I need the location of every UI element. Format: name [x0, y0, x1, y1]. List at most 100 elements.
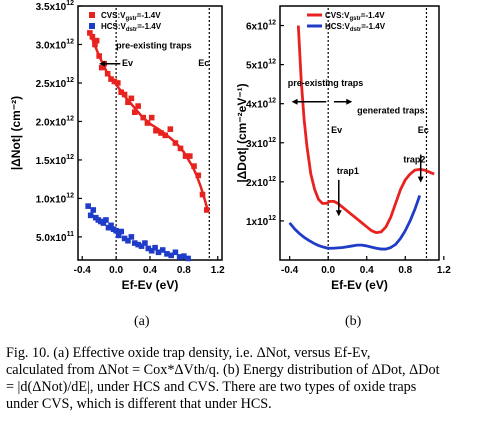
annotation: Ec [418, 125, 429, 135]
caption-line-4: under CVS, which is different that under… [6, 396, 272, 412]
data-point [135, 103, 141, 109]
data-point [125, 237, 131, 244]
x-tick-label: 0.4 [360, 265, 374, 276]
legend-label: CVS:Vgstr=-1.4V [101, 11, 161, 22]
x-tick-label: 0.0 [109, 265, 123, 276]
annotation: Ec [198, 58, 209, 68]
x-tick-label: 0.4 [143, 265, 157, 276]
data-point [155, 249, 162, 256]
arrow-left-head [291, 98, 298, 105]
y-tick-label: 4x1012 [246, 98, 276, 111]
caption-line-1: Fig. 10. (a) Effective oxide trap densit… [6, 345, 371, 361]
x-tick-label: 0.8 [398, 265, 412, 276]
x-axis-label: Ef-Ev (eV) [331, 278, 388, 292]
legend-marker [89, 23, 95, 29]
x-tick-label: 1.2 [211, 265, 225, 276]
data-point [191, 163, 197, 169]
data-point [128, 234, 135, 240]
y-tick-label: 2.0x1012 [36, 115, 74, 128]
data-point [103, 217, 109, 223]
annotation: trap1 [337, 166, 359, 176]
y-axis-label: |ΔNot| (cm⁻²) [9, 96, 23, 170]
data-point [131, 240, 138, 246]
data-point [121, 235, 128, 242]
figure-caption: Fig. 10. (a) Effective oxide trap densit… [6, 345, 498, 413]
data-point [100, 220, 107, 226]
data-point [90, 207, 97, 213]
y-tick-label: 5x1012 [246, 59, 276, 72]
annotation: pre-existing traps [288, 78, 364, 88]
data-point [145, 245, 152, 252]
legend-marker [89, 12, 95, 18]
data-point [131, 109, 138, 116]
data-point [108, 222, 114, 229]
data-point [153, 127, 159, 134]
data-point [158, 130, 164, 136]
data-point [168, 252, 174, 259]
legend-label: HCS:Vdstr=-1.4V [101, 22, 162, 33]
data-point [128, 95, 135, 102]
y-tick-label: 1.5x1012 [36, 154, 74, 167]
annotation: pre-existing traps [116, 40, 192, 50]
x-tick-label: 1.2 [437, 265, 451, 276]
data-point [185, 255, 191, 262]
x-axis-label: Ef-Ev (eV) [122, 278, 179, 292]
y-axis-label: |ΔDot| (cm⁻²eV⁻¹) [235, 83, 249, 182]
panel-label-a: (a) [134, 314, 150, 329]
data-point [148, 247, 155, 254]
chart-b: -0.4 0.0 0.4 0.8 1.2 1x1012 2x1012 3x1012 4x1012… [235, 5, 451, 292]
data-point [164, 251, 170, 257]
data-point [115, 80, 121, 86]
figure: -0.4 0.0 0.4 0.8 1.2 5.0x1011 1.0x1012 1.5x1012… [9, 0, 451, 292]
trap2-arrow-head [417, 176, 424, 183]
y-tick-label: 2.5x1012 [36, 77, 74, 90]
y-tick-label: 2x1012 [246, 176, 276, 189]
series-line [288, 195, 422, 251]
arrow-left-head [99, 60, 106, 67]
y-tick-label: 1.0x1012 [36, 192, 74, 205]
caption-line-3: = |d(ΔNot)/dE|, under HCS and CVS. There… [6, 379, 417, 395]
x-tick-label: -0.4 [281, 265, 299, 276]
y-tick-label: 6x1012 [246, 20, 276, 33]
data-point [172, 249, 179, 256]
data-point [85, 203, 91, 209]
legend-label: CVS:Vgstr=-1.4V [325, 11, 385, 22]
chart-a: -0.4 0.0 0.4 0.8 1.2 5.0x1011 1.0x1012 1.5x1012… [9, 0, 225, 292]
y-tick-label: 5.0x1011 [36, 231, 74, 244]
data-point [176, 254, 183, 260]
x-tick-label: 0.8 [177, 265, 191, 276]
y-tick-label: 1x1012 [246, 215, 276, 228]
data-point [152, 244, 158, 251]
annotation: trap2 [403, 154, 425, 164]
annotation: Ev [331, 125, 342, 135]
fit-line [88, 32, 209, 211]
arrow-right-head [346, 98, 353, 105]
data-point [113, 227, 119, 234]
panel-label-b: (b) [345, 314, 362, 329]
y-tick-label: 3.0x1012 [36, 38, 74, 51]
data-point [135, 241, 141, 248]
series-line [296, 25, 435, 235]
data-point [159, 247, 166, 253]
data-point [93, 37, 100, 44]
trap1-arrow-head [335, 210, 342, 217]
y-tick-label: 3.5x1012 [36, 0, 74, 13]
data-point [167, 126, 174, 132]
caption-line-2: calculated from ΔNot = Cox*ΔVth/q. (b) E… [6, 362, 440, 378]
annotation: generated traps [357, 105, 425, 115]
data-point [181, 253, 187, 259]
y-tick-label: 3x1012 [246, 137, 276, 150]
data-point [118, 228, 124, 235]
data-point [187, 153, 193, 159]
data-point [148, 114, 155, 121]
data-point [138, 243, 145, 249]
data-point [115, 232, 122, 239]
x-tick-label: -0.4 [74, 265, 92, 276]
legend-label: HCS:Vdstr=-1.4V [325, 22, 386, 33]
data-point [142, 240, 148, 246]
data-point [87, 212, 94, 219]
data-point [98, 64, 105, 71]
annotation: Ev [122, 58, 133, 68]
plot-frame [279, 5, 440, 261]
data-point [125, 99, 131, 106]
